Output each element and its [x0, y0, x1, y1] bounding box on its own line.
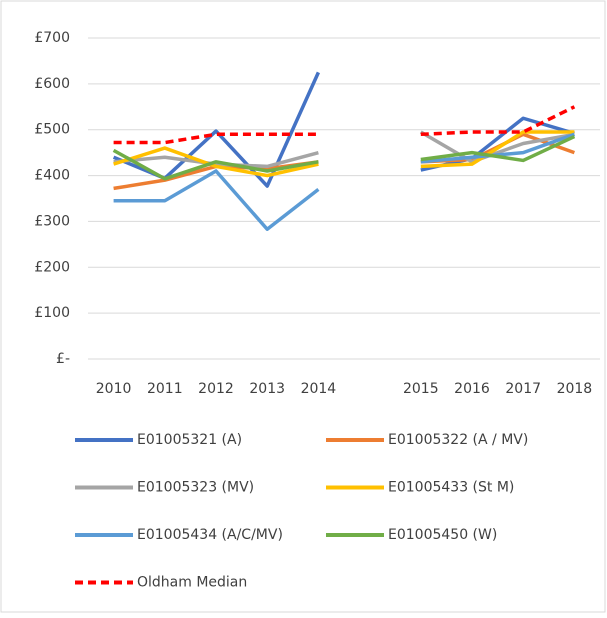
x-tick-label: 2018	[557, 381, 593, 397]
x-tick-label: 2014	[301, 381, 337, 397]
legend-label: E01005321 (A)	[137, 432, 242, 448]
y-tick-label: £200	[34, 259, 70, 275]
legend-label: E01005323 (MV)	[137, 480, 254, 496]
x-tick-label: 2016	[454, 381, 490, 397]
legend-label: E01005450 (W)	[388, 527, 497, 543]
series-line	[113, 130, 575, 169]
y-tick-label: £400	[34, 168, 70, 184]
x-tick-label: 2012	[198, 381, 234, 397]
series-line	[113, 130, 575, 178]
y-tick-label: £600	[34, 76, 70, 92]
y-tick-label: £-	[56, 351, 70, 367]
legend-label: E01005433 (St M)	[388, 480, 514, 496]
y-tick-label: £500	[34, 122, 70, 138]
x-tick-label: 2017	[505, 381, 541, 397]
y-tick-label: £300	[34, 213, 70, 229]
legend-label: E01005322 (A / MV)	[388, 432, 528, 448]
legend-label: Oldham Median	[137, 575, 247, 591]
series-line	[112, 135, 576, 181]
x-tick-label: 2015	[403, 381, 439, 397]
x-tick-label: 2010	[96, 381, 132, 397]
y-tick-label: £700	[34, 30, 70, 46]
x-tick-label: 2013	[249, 381, 285, 397]
series-line	[113, 105, 576, 145]
y-tick-label: £100	[34, 305, 70, 321]
x-tick-label: 2011	[147, 381, 183, 397]
legend-label: E01005434 (A/C/MV)	[137, 527, 283, 543]
